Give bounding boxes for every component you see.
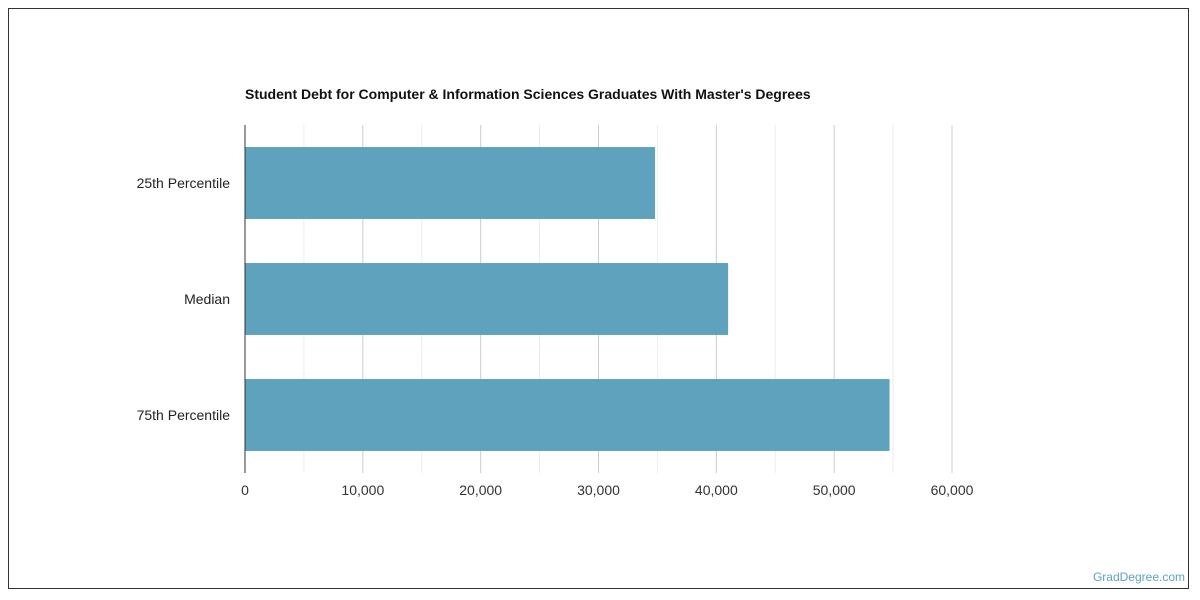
x-tick-label: 40,000	[695, 482, 738, 498]
bar	[245, 379, 890, 451]
bar	[245, 263, 729, 335]
category-label: 25th Percentile	[137, 175, 231, 191]
x-tick-label: 50,000	[813, 482, 856, 498]
x-tick-label: 0	[241, 482, 249, 498]
category-label: 75th Percentile	[137, 407, 231, 423]
x-tick-label: 60,000	[931, 482, 974, 498]
chart-title: Student Debt for Computer & Information …	[245, 86, 811, 102]
x-tick-label: 20,000	[459, 482, 502, 498]
category-label: Median	[184, 291, 230, 307]
watermark[interactable]: GradDegree.com	[1092, 570, 1185, 584]
x-tick-label: 30,000	[577, 482, 620, 498]
bar	[245, 147, 656, 219]
x-tick-label: 10,000	[341, 482, 384, 498]
